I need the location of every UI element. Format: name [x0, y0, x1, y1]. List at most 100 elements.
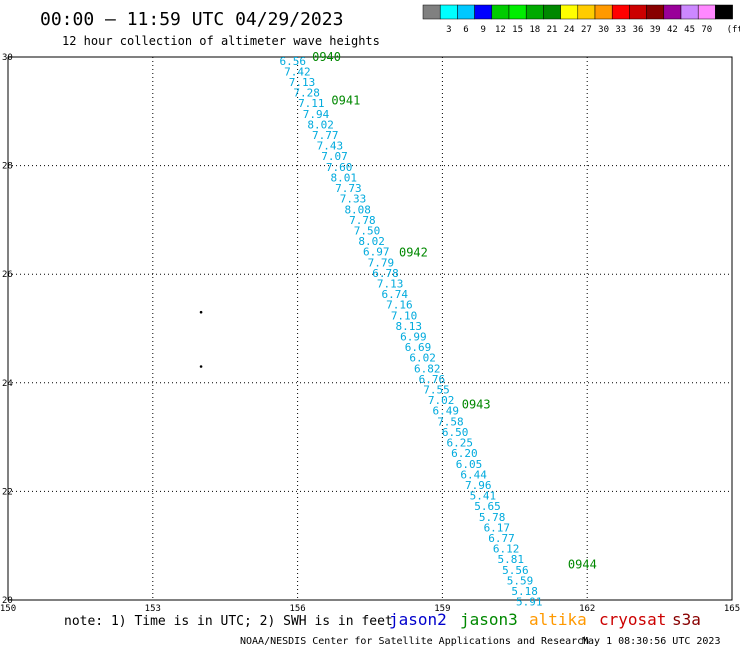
scale-label: 12 — [495, 25, 506, 35]
satellite-label: s3a — [672, 610, 701, 629]
lon-tick-label: 159 — [434, 604, 450, 614]
scale-swatch — [577, 4, 596, 20]
wave-height-value: 6.76 — [419, 373, 446, 386]
wave-height-value: 7.28 — [293, 87, 320, 100]
wave-height-value: 5.65 — [474, 500, 501, 513]
wave-height-value: 5.81 — [497, 553, 524, 566]
map-frame — [7, 56, 733, 601]
footer-note: note: 1) Time is in UTC; 2) SWH is in fe… — [64, 614, 393, 629]
graticule — [7, 56, 733, 601]
wave-height-value: 7.07 — [321, 150, 348, 163]
lat-tick-label: 24 — [2, 379, 13, 389]
wave-height-value: 8.08 — [344, 203, 371, 216]
scale-unit: (ft) — [727, 25, 740, 35]
scale-label: 36 — [633, 25, 644, 35]
scale-label: 6 — [463, 25, 468, 35]
time-label: 0940 — [312, 50, 341, 64]
satellite-legend: jason2 jason3 altika cryosat s3a — [389, 610, 701, 629]
wave-height-value: 7.94 — [303, 108, 330, 121]
wave-height-value: 6.99 — [400, 331, 427, 344]
time-label: 0941 — [331, 93, 360, 107]
wave-height-value: 7.73 — [335, 182, 362, 195]
lat-tick-label: 30 — [2, 53, 13, 63]
lat-tick-label: 22 — [2, 487, 13, 497]
scale-label: 21 — [547, 25, 558, 35]
footer-credit: NOAA/NESDIS Center for Satellite Applica… — [240, 636, 589, 647]
lon-tick-label: 162 — [579, 604, 595, 614]
time-label: 0943 — [462, 398, 491, 412]
scale-swatch — [646, 4, 665, 20]
wave-height-value: 7.11 — [298, 97, 325, 110]
wave-height-value: 6.25 — [446, 437, 473, 450]
wave-height-value: 7.43 — [317, 140, 344, 153]
lon-tick-label: 153 — [145, 604, 161, 614]
scale-swatch — [474, 4, 493, 20]
wave-height-value: 5.78 — [479, 511, 506, 524]
wave-height-value: 8.02 — [358, 235, 385, 248]
wave-height-value: 6.56 — [280, 55, 307, 68]
wave-height-value: 7.55 — [423, 384, 450, 397]
scale-label: 30 — [598, 25, 609, 35]
wave-height-value: 7.42 — [284, 65, 311, 78]
wave-height-value: 6.77 — [488, 532, 515, 545]
scale-swatch — [491, 4, 510, 20]
scale-swatch — [508, 4, 527, 20]
lat-tick-label: 20 — [2, 596, 13, 606]
scale-swatch — [525, 4, 544, 20]
time-label: 0942 — [399, 245, 428, 259]
scale-swatch — [560, 4, 579, 20]
island-dots — [199, 310, 203, 368]
scale-swatch — [439, 4, 458, 20]
wave-height-value: 6.82 — [414, 362, 441, 375]
scale-label: 33 — [615, 25, 626, 35]
scale-label: 3 — [446, 25, 451, 35]
wave-height-value: 7.33 — [340, 193, 367, 206]
wave-height-value: 6.44 — [460, 468, 487, 481]
scale-label: 45 — [684, 25, 695, 35]
wave-height-track: 6.567.427.137.287.117.948.027.777.437.07… — [280, 55, 543, 609]
footer-timestamp: May 1 08:30:56 UTC 2023 — [582, 636, 720, 647]
wave-height-value: 7.16 — [386, 299, 413, 312]
lon-tick-label: 150 — [0, 604, 16, 614]
time-labels: 0940 0941 0942 0943 0944 — [312, 50, 597, 572]
wave-height-value: 7.79 — [368, 256, 395, 269]
time-label: 0944 — [568, 558, 597, 572]
wave-height-value: 5.18 — [511, 585, 538, 598]
lon-tick-label: 165 — [724, 604, 740, 614]
scale-swatch — [422, 4, 441, 20]
wave-height-value: 7.13 — [289, 76, 316, 89]
page-title: 00:00 – 11:59 UTC 04/29/2023 — [40, 9, 343, 30]
scale-label: 18 — [529, 25, 540, 35]
wave-height-value: 6.69 — [405, 341, 432, 354]
wave-height-value: 7.96 — [465, 479, 492, 492]
wave-height-value: 8.02 — [307, 118, 334, 131]
scale-swatch — [680, 4, 699, 20]
wave-height-value: 6.50 — [442, 426, 469, 439]
wave-height-value: 6.20 — [451, 447, 478, 460]
scale-label: 70 — [701, 25, 712, 35]
wave-height-value: 5.56 — [502, 564, 529, 577]
lat-tick-label: 26 — [2, 270, 13, 280]
satellite-label: altika — [529, 610, 587, 629]
scale-label: 9 — [480, 25, 485, 35]
wave-height-value: 5.41 — [470, 490, 497, 503]
scale-label: 27 — [581, 25, 592, 35]
scale-swatch — [715, 4, 733, 20]
satellite-label: jason2 — [389, 610, 447, 629]
wave-height-value: 6.17 — [484, 521, 511, 534]
wave-height-value: 7.02 — [428, 394, 455, 407]
satellite-label: cryosat — [599, 610, 666, 629]
wave-height-value: 7.10 — [391, 309, 418, 322]
scale-swatch — [543, 4, 561, 20]
wave-height-value: 7.78 — [349, 214, 376, 227]
scale-swatch — [697, 4, 716, 20]
scale-label: 15 — [512, 25, 523, 35]
scale-swatch — [457, 4, 475, 20]
wave-height-value: 6.12 — [493, 543, 520, 556]
wave-height-value: 8.01 — [331, 171, 358, 184]
scale-label: 24 — [564, 25, 575, 35]
wave-height-value: 7.77 — [312, 129, 339, 142]
wave-height-value: 6.02 — [409, 352, 436, 365]
